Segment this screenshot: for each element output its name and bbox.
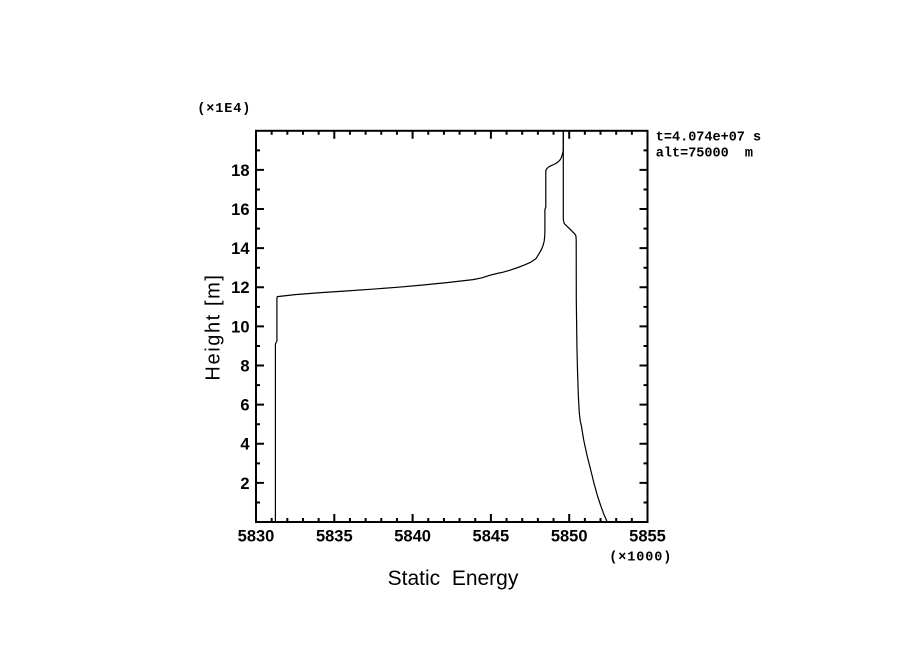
svg-text:6: 6 <box>240 397 249 415</box>
svg-text:5850: 5850 <box>551 528 588 546</box>
svg-text:18: 18 <box>231 162 249 180</box>
svg-text:t=4.074e+07 s: t=4.074e+07 s <box>656 131 761 146</box>
svg-text:(×1000): (×1000) <box>609 551 672 566</box>
svg-text:2: 2 <box>240 475 249 493</box>
svg-text:4: 4 <box>240 436 250 454</box>
svg-text:Height [m]: Height [m] <box>203 273 225 380</box>
svg-text:Static Energy: Static Energy <box>388 567 519 590</box>
svg-text:16: 16 <box>231 201 249 219</box>
svg-text:5835: 5835 <box>316 528 353 546</box>
svg-text:12: 12 <box>231 279 249 297</box>
svg-text:5840: 5840 <box>394 528 431 546</box>
svg-text:5830: 5830 <box>238 528 275 546</box>
svg-text:10: 10 <box>231 318 249 336</box>
svg-text:5845: 5845 <box>473 528 510 546</box>
svg-text:8: 8 <box>240 357 249 375</box>
svg-text:14: 14 <box>231 240 250 258</box>
svg-text:(×1E4): (×1E4) <box>197 102 251 117</box>
svg-text:alt=75000 m: alt=75000 m <box>656 147 753 162</box>
svg-text:5855: 5855 <box>629 528 666 546</box>
